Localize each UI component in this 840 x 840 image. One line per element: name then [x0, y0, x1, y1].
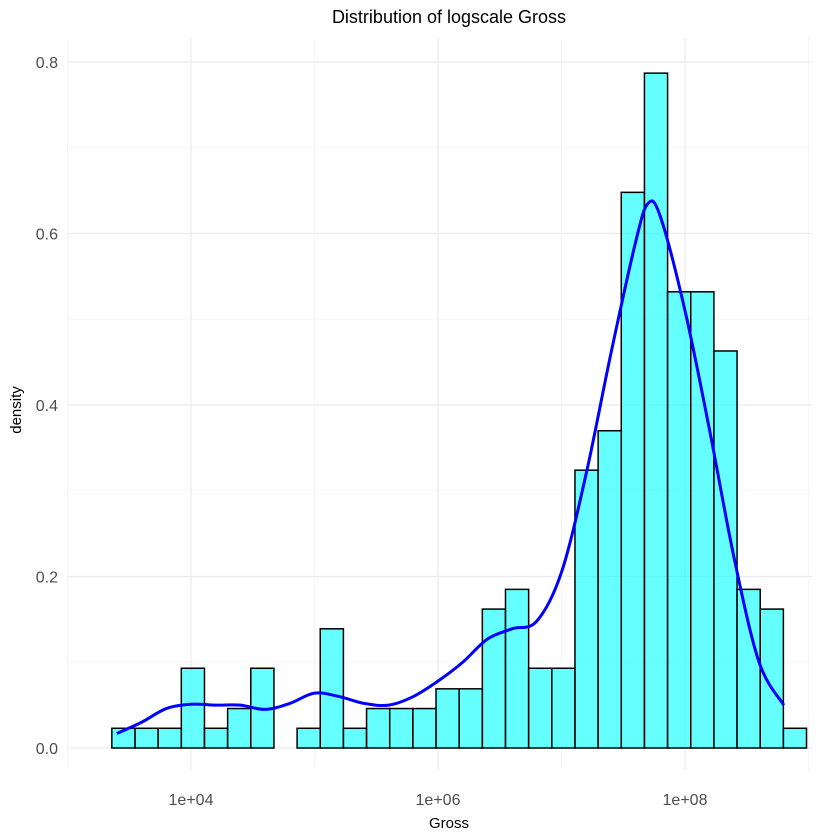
histogram-bar: [226, 707, 252, 749]
histogram-bar: [296, 727, 321, 749]
histogram-bar: [736, 588, 761, 749]
histogram-bar: [782, 727, 808, 749]
histogram-bar: [435, 688, 460, 749]
histogram-bar: [666, 291, 692, 749]
histogram-bars: [111, 72, 808, 749]
histogram-bar: [412, 707, 437, 749]
y-axis-tick-labels: 0.0 0.2 0.4 0.6 0.8: [36, 55, 58, 758]
histogram-bar: [481, 608, 507, 749]
y-tick-label: 0.4: [36, 398, 58, 415]
histogram-bar: [504, 588, 530, 749]
y-tick-label: 0.8: [36, 55, 58, 72]
histogram-bar: [551, 667, 576, 749]
histogram-bar: [134, 727, 159, 749]
histogram-bar: [180, 667, 206, 749]
density-curve: [116, 199, 786, 735]
histogram-bar: [527, 667, 553, 749]
histogram-bar: [759, 608, 785, 749]
histogram-bar: [388, 707, 414, 749]
x-tick-label: 1e+06: [416, 792, 461, 809]
y-tick-label: 0.0: [36, 741, 58, 758]
x-axis-title: Gross: [429, 815, 469, 832]
histogram-bar: [157, 727, 183, 749]
x-tick-label: 1e+08: [663, 792, 708, 809]
histogram-bar: [203, 727, 229, 749]
histogram-bar: [713, 350, 738, 749]
y-axis-title: density: [8, 386, 25, 434]
histogram-bar: [620, 191, 646, 749]
histogram-bar: [319, 628, 345, 749]
histogram-bar: [342, 727, 368, 749]
histogram-bar: [365, 707, 391, 749]
y-tick-label: 0.2: [36, 570, 58, 587]
y-tick-label: 0.6: [36, 227, 58, 244]
grid-lines: [67, 38, 812, 770]
chart-title: Distribution of logscale Gross: [332, 7, 566, 27]
x-axis-tick-labels: 1e+04 1e+06 1e+08: [169, 792, 708, 809]
histogram-bar: [458, 688, 484, 749]
x-tick-label: 1e+04: [169, 792, 214, 809]
histogram-bar: [643, 72, 669, 749]
histogram-bar: [597, 429, 623, 749]
